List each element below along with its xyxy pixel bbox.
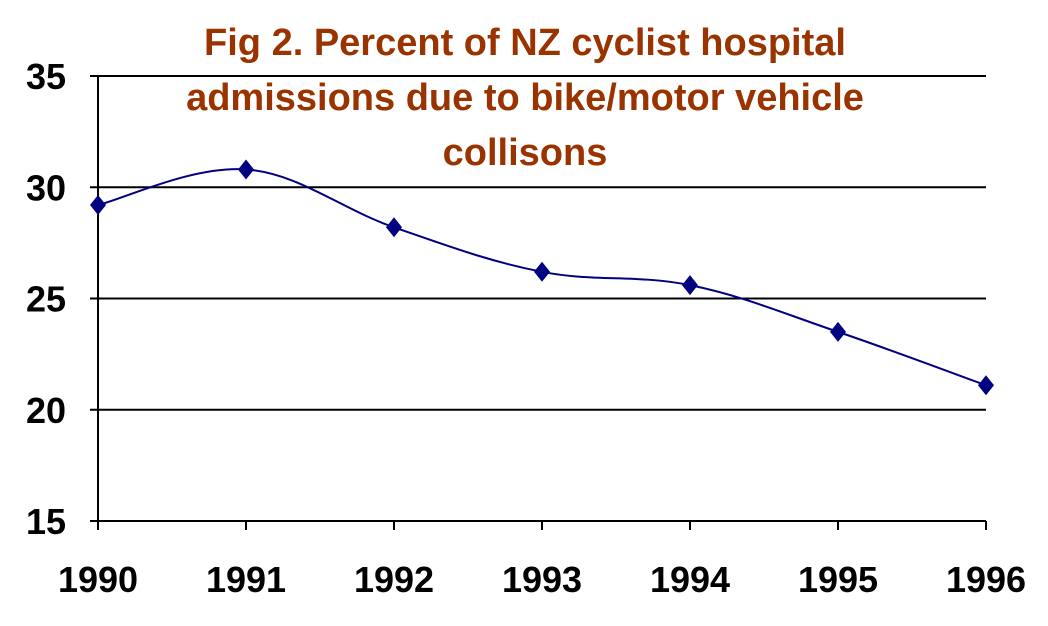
chart-title: Fig 2. Percent of NZ cyclist hospital adm… [186,22,864,174]
y-tick-label-20: 20 [26,390,66,431]
y-tick-label-25: 25 [26,279,66,320]
y-tick-label-15: 15 [26,501,66,542]
data-point-1994 [682,275,698,296]
x-tick-labels: 1990 1991 1992 1993 1994 1995 1996 [58,559,1026,600]
title-line-1: Fig 2. Percent of NZ cyclist hospital [204,22,846,64]
y-tick-labels: 15 20 25 30 35 [26,56,66,542]
x-tick-label-1992: 1992 [354,559,434,600]
x-tick-label-1993: 1993 [502,559,582,600]
gridlines [98,75,986,411]
data-point-1992 [386,217,402,238]
data-point-1996 [978,375,994,396]
data-point-1995 [830,321,846,342]
y-tick-label-35: 35 [26,56,66,97]
data-point-1993 [534,261,550,282]
x-tick-label-1991: 1991 [206,559,286,600]
axes [90,75,987,530]
x-tick-label-1994: 1994 [650,559,730,600]
title-line-3: collisons [443,132,608,174]
x-tick-label-1996: 1996 [946,559,1026,600]
title-line-2: admissions due to bike/motor vehicle [186,77,864,119]
x-tick-label-1990: 1990 [58,559,138,600]
data-point-1991 [238,159,254,180]
data-point-1990 [90,195,106,216]
series [90,159,994,396]
x-tick-label-1995: 1995 [798,559,878,600]
y-tick-label-30: 30 [26,167,66,208]
